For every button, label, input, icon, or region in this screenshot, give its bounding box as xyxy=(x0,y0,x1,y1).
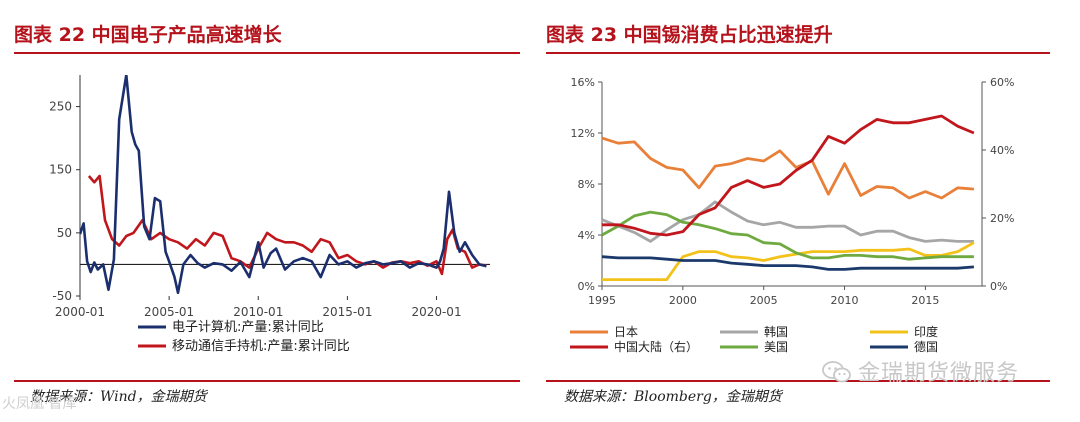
left-legend-label: 移动通信手持机:产量:累计同比 xyxy=(172,339,350,354)
right-x-tick-label: 2000 xyxy=(669,294,697,307)
left-y-tick-label: 50 xyxy=(57,226,72,240)
left-series-line xyxy=(87,174,487,276)
left-title-rule xyxy=(14,52,520,54)
right-left-y-tick-label: 8% xyxy=(578,178,595,191)
right-chart-svg: 0% 4% 8% 12% 16% 0% 20% 40% 60% 1995 2000 2005 2010 2… xyxy=(570,76,1014,354)
right-chart-title: 图表 23 中国锡消费占比迅速提升 xyxy=(546,24,833,46)
watermark-left: 火凤凰·智库 xyxy=(2,396,77,412)
right-x-tick-label: 2010 xyxy=(831,294,859,307)
right-right-y-tick-label: 40% xyxy=(990,144,1014,157)
left-chart-title: 图表 22 中国电子产品高速增长 xyxy=(14,24,282,46)
left-chart-svg: -50 50 150 250 2000-01 2005-01 2010-01 2015-01 2… xyxy=(49,75,490,354)
right-source: 数据来源：Bloomberg，金瑞期货 xyxy=(564,389,782,405)
left-source: 数据来源：Wind，金瑞期货 xyxy=(30,389,207,405)
left-series-line xyxy=(80,75,487,295)
right-legend-label: 日本 xyxy=(614,325,638,339)
right-title-rule xyxy=(546,52,1050,54)
right-right-y-tick-label: 20% xyxy=(990,212,1014,225)
right-legend-label: 韩国 xyxy=(764,324,788,339)
watermark-text: 金瑞期货微服务 xyxy=(858,361,1020,386)
right-series-line xyxy=(601,210,974,261)
left-y-tick-label: -50 xyxy=(52,289,72,303)
right-series-line xyxy=(601,136,975,200)
right-left-y-tick-label: 0% xyxy=(578,280,595,293)
right-right-y-tick-label: 0% xyxy=(990,280,1007,293)
right-legend-label: 中国大陆（右） xyxy=(614,339,698,354)
left-series-group xyxy=(80,75,487,295)
left-x-tick-label: 2005-01 xyxy=(144,305,194,319)
left-x-tick-label: 2015-01 xyxy=(322,305,372,319)
left-bottom-rule xyxy=(14,380,520,382)
right-left-y-tick-label: 16% xyxy=(571,76,595,89)
right-x-tick-label: 1995 xyxy=(588,294,616,307)
left-chart-panel: 图表 22 中国电子产品高速增长 -50 50 150 250 2000-01 2005-… xyxy=(0,0,530,422)
right-bottom-rule xyxy=(546,380,1050,382)
left-y-tick-label: 150 xyxy=(49,163,72,177)
right-left-y-tick-label: 4% xyxy=(578,229,595,242)
right-legend-label: 德国 xyxy=(914,339,938,354)
left-x-tick-label: 2000-01 xyxy=(55,305,105,319)
right-x-tick-label: 2015 xyxy=(911,294,939,307)
right-series-line xyxy=(601,200,974,243)
right-series-line xyxy=(602,114,975,237)
right-left-y-tick-label: 12% xyxy=(571,127,595,140)
left-legend-label: 电子计算机:产量:累计同比 xyxy=(172,320,324,335)
right-legend-label: 美国 xyxy=(764,340,788,354)
right-series-line xyxy=(601,255,975,271)
left-y-tick-label: 250 xyxy=(49,100,72,114)
right-chart-panel: 图表 23 中国锡消费占比迅速提升 0% 4% 8% 12% 16% 0% 20% 40% 60… xyxy=(540,0,1080,422)
right-legend-label: 印度 xyxy=(914,324,938,339)
right-right-y-tick-label: 60% xyxy=(990,76,1014,89)
left-x-tick-label: 2020-01 xyxy=(411,305,461,319)
left-x-tick-label: 2010-01 xyxy=(233,305,283,319)
right-x-tick-label: 2005 xyxy=(750,294,778,307)
right-series-line xyxy=(602,241,975,282)
wechat-icon xyxy=(822,361,851,383)
